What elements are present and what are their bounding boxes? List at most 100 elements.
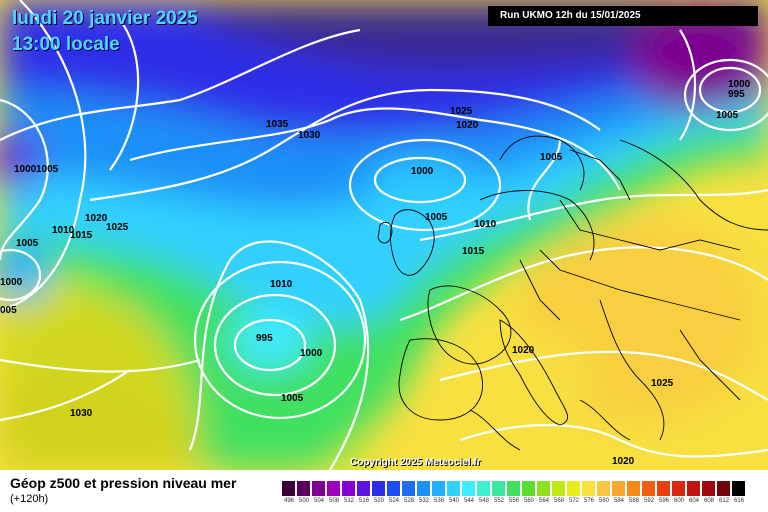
legend-title: Géop z500 et pression niveau mer [10,475,237,491]
model-run-label: Run UKMO 12h du 15/01/2025 [488,6,758,26]
scale-swatch [342,481,356,496]
scale-swatch [402,481,416,496]
pressure-label: 1030 [298,130,321,141]
scale-swatch [687,481,701,496]
scale-swatch [387,481,401,496]
scale-label: 584 [613,498,624,504]
forecast-time: 13:00 locale [12,34,120,55]
pressure-label: 1025 [106,222,129,233]
scale-label: 504 [313,498,324,504]
scale-swatch [327,481,341,496]
pressure-label: 1020 [85,213,108,224]
pressure-label: 1020 [456,120,479,131]
scale-label: 556 [508,498,519,504]
scale-label: 592 [643,498,654,504]
scale-swatch [417,481,431,496]
scale-label: 512 [343,498,354,504]
scale-swatch [282,481,296,496]
scale-label: 572 [568,498,579,504]
pressure-label: 1010 [52,225,75,236]
scale-label: 516 [358,498,369,504]
scale-swatch [597,481,611,496]
scale-swatch [717,481,731,496]
pressure-label: 1000 [300,348,323,359]
scale-label: 612 [718,498,729,504]
scale-label: 536 [433,498,444,504]
pressure-label: 1015 [462,246,485,257]
scale-label: 604 [688,498,699,504]
pressure-label: 1005 [425,212,448,223]
isobar-lines [0,0,768,470]
scale-swatch [477,481,491,496]
pressure-label: 1035 [266,119,289,130]
scale-label: 540 [448,498,459,504]
scale-swatch [642,481,656,496]
forecast-date: lundi 20 janvier 2025 [12,8,198,29]
scale-swatch [522,481,536,496]
scale-label: 532 [418,498,429,504]
scale-swatch [297,481,311,496]
scale-label: 500 [298,498,309,504]
pressure-label: 1025 [450,106,473,117]
scale-swatch [567,481,581,496]
scale-label: 528 [403,498,414,504]
pressure-label: 1010 [474,219,497,230]
scale-swatch [372,481,386,496]
pressure-label: 1005 [36,164,59,175]
scale-label: 552 [493,498,504,504]
scale-label: 564 [538,498,549,504]
pressure-map: 1000 995 1005 1035 1030 1025 1020 1000 1… [0,0,768,470]
scale-swatch [357,481,371,496]
scale-swatch [432,481,446,496]
geopotential-field [0,0,768,470]
scale-label: 596 [658,498,669,504]
scale-label: 548 [478,498,489,504]
scale-swatch [672,481,686,496]
pressure-label: 1005 [540,152,563,163]
scale-swatch [612,481,626,496]
scale-label: 600 [673,498,684,504]
pressure-label: 1005 [281,393,304,404]
pressure-label: 1020 [612,456,635,467]
pressure-label: 1005 [16,238,39,249]
scale-label: 568 [553,498,564,504]
pressure-label: 995 [256,333,273,344]
scale-label: 616 [733,498,744,504]
pressure-label: 1030 [70,408,93,419]
scale-label: 520 [373,498,384,504]
pressure-label: 1000 [411,166,434,177]
pressure-label: 1000 [0,277,23,288]
scale-label: 560 [523,498,534,504]
pressure-label: 995 [728,89,745,100]
legend-subtitle: (+120h) [10,493,49,505]
pressure-label: 1000 [14,164,37,175]
pressure-label: 1000 [728,79,751,90]
country-borders [377,135,768,451]
scale-swatch [492,481,506,496]
scale-label: 608 [703,498,714,504]
pressure-label: 1020 [512,345,535,356]
scale-label: 544 [463,498,474,504]
scale-label: 524 [388,498,399,504]
scale-label: 576 [583,498,594,504]
scale-swatch [507,481,521,496]
scale-swatch [732,481,746,496]
isobar-labels: 1000 995 1005 1035 1030 1025 1020 1000 1… [0,79,751,467]
scale-swatch [447,481,461,496]
scale-swatch [627,481,641,496]
pressure-label: 1010 [270,279,293,290]
scale-label: 496 [283,498,294,504]
scale-swatch [552,481,566,496]
pressure-label: 005 [0,305,17,316]
pressure-label: 1015 [70,230,93,241]
copyright-text: Copyright 2025 Meteociel.fr [350,457,481,468]
scale-swatch [462,481,476,496]
pressure-label: 1025 [651,378,674,389]
scale-swatch [537,481,551,496]
legend-bar: Géop z500 et pression niveau mer (+120h)… [0,470,768,512]
pressure-label: 1005 [716,110,739,121]
scale-swatch [702,481,716,496]
scale-swatch [657,481,671,496]
scale-label: 508 [328,498,339,504]
